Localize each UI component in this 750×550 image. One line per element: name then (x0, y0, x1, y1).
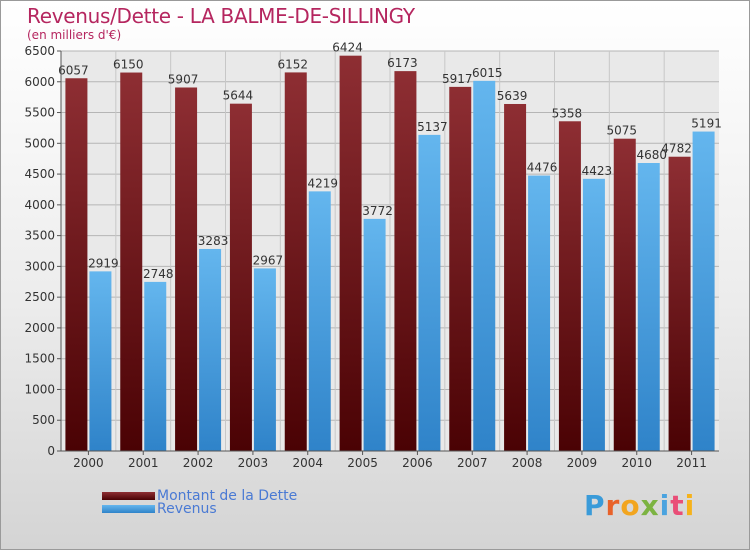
data-label-dette-2009: 5358 (552, 106, 583, 120)
y-tick-label-0: 0 (47, 444, 55, 458)
data-label-revenus-2000: 2919 (88, 256, 119, 270)
legend-item-revenus: Revenus (102, 501, 217, 517)
y-tick-label-5500: 5500 (24, 106, 55, 120)
data-label-revenus-2010: 4680 (636, 148, 667, 162)
data-label-revenus-2001: 2748 (143, 267, 174, 281)
bar-dette-2008 (504, 103, 527, 451)
y-tick-label-1500: 1500 (24, 352, 55, 366)
bar-dette-2003 (229, 103, 252, 451)
bar-revenus-2007 (473, 80, 496, 451)
bar-revenus-2009 (582, 178, 605, 452)
data-label-revenus-2011: 5191 (691, 117, 722, 131)
x-tick-label-2006: 2006 (402, 456, 433, 470)
bar-revenus-2001 (144, 281, 167, 451)
data-label-revenus-2009: 4423 (582, 164, 613, 178)
data-label-dette-2003: 5644 (223, 89, 254, 103)
bar-revenus-2006 (418, 134, 441, 451)
data-label-dette-2008: 5639 (497, 89, 528, 103)
y-tick-label-5000: 5000 (24, 136, 55, 150)
legend-label-dette: Montant de la Dette (157, 488, 298, 504)
legend-label-revenus: Revenus (157, 501, 217, 517)
bar-dette-2000 (65, 78, 88, 451)
data-label-dette-2005: 6424 (332, 41, 363, 55)
bar-dette-2001 (120, 72, 143, 452)
x-tick-label-2007: 2007 (457, 456, 488, 470)
data-label-dette-2010: 5075 (606, 124, 637, 138)
data-label-revenus-2005: 3772 (362, 204, 393, 218)
data-label-revenus-2004: 4219 (307, 176, 338, 190)
data-label-dette-2006: 6173 (387, 56, 418, 70)
data-label-revenus-2006: 5137 (417, 120, 448, 134)
x-tick-label-2010: 2010 (621, 456, 652, 470)
legend-item-dette: Montant de la Dette (102, 488, 297, 504)
data-label-revenus-2003: 2967 (253, 253, 284, 267)
bar-revenus-2011 (692, 131, 715, 452)
x-tick-label-2003: 2003 (238, 456, 269, 470)
bar-dette-2005 (339, 55, 362, 452)
bar-dette-2006 (394, 71, 417, 451)
bar-dette-2009 (558, 121, 581, 452)
bar-revenus-2003 (253, 268, 276, 451)
data-label-revenus-2002: 3283 (198, 234, 229, 248)
data-label-revenus-2008: 4476 (527, 161, 558, 175)
legend-swatch-revenus (102, 505, 155, 513)
chart-subtitle: (en milliers d'€) (27, 28, 122, 42)
data-label-dette-2001: 6150 (113, 58, 144, 72)
bar-dette-2004 (284, 72, 307, 452)
data-label-dette-2011: 4782 (661, 142, 692, 156)
bar-dette-2010 (613, 138, 636, 451)
x-tick-label-2009: 2009 (567, 456, 598, 470)
y-tick-label-4000: 4000 (24, 198, 55, 212)
x-tick-label-2000: 2000 (73, 456, 104, 470)
y-tick-label-6500: 6500 (24, 44, 55, 58)
x-tick-label-2005: 2005 (347, 456, 378, 470)
x-tick-label-2008: 2008 (512, 456, 543, 470)
y-tick-label-3500: 3500 (24, 229, 55, 243)
proxiti-logo: Proxiti (584, 489, 696, 522)
y-tick-label-3000: 3000 (24, 259, 55, 273)
bar-dette-2007 (449, 86, 472, 451)
data-label-dette-2000: 6057 (58, 63, 89, 77)
y-tick-label-2500: 2500 (24, 290, 55, 304)
y-tick-label-2000: 2000 (24, 321, 55, 335)
bar-revenus-2008 (528, 175, 551, 452)
x-tick-label-2004: 2004 (292, 456, 323, 470)
bar-revenus-2010 (637, 163, 660, 451)
chart-title: Revenus/Dette - LA BALME-DE-SILLINGY (27, 4, 415, 28)
y-tick-label-4500: 4500 (24, 167, 55, 181)
bar-revenus-2005 (363, 218, 386, 451)
legend-swatch-dette (102, 492, 155, 500)
x-tick-label-2011: 2011 (676, 456, 707, 470)
bar-revenus-2000 (89, 271, 112, 451)
y-tick-label-6000: 6000 (24, 75, 55, 89)
y-tick-label-500: 500 (32, 413, 55, 427)
chart-plot: 6057 2919 6150 2748 5907 3283 5644 2967 6152 4219… (24, 41, 722, 470)
data-label-dette-2002: 5907 (168, 72, 199, 86)
x-tick-label-2001: 2001 (128, 456, 159, 470)
y-tick-label-1000: 1000 (24, 382, 55, 396)
bar-dette-2002 (175, 87, 198, 451)
data-label-dette-2004: 6152 (277, 57, 308, 71)
bar-dette-2011 (668, 156, 691, 451)
data-label-dette-2007: 5917 (442, 72, 473, 86)
x-tick-label-2002: 2002 (183, 456, 214, 470)
bar-revenus-2002 (199, 248, 222, 451)
data-label-revenus-2007: 6015 (472, 66, 503, 80)
bar-revenus-2004 (308, 191, 331, 451)
